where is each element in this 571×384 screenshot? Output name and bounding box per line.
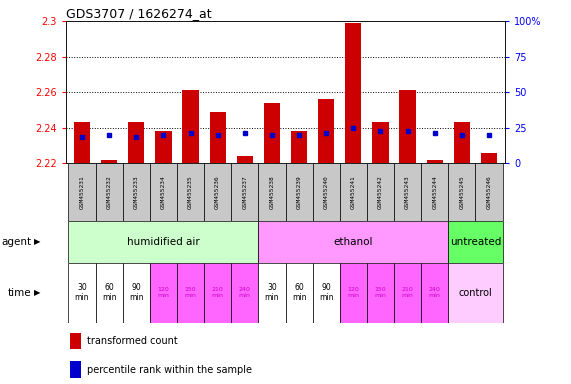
- Bar: [286, 163, 313, 221]
- Text: 210
min: 210 min: [401, 287, 413, 298]
- Text: untreated: untreated: [450, 237, 501, 247]
- Text: GSM455240: GSM455240: [324, 175, 329, 209]
- Bar: [427, 160, 443, 163]
- Text: GSM455246: GSM455246: [486, 175, 492, 209]
- Bar: [69, 263, 95, 323]
- Text: GSM455231: GSM455231: [79, 175, 85, 209]
- Bar: [318, 99, 335, 163]
- Bar: [177, 263, 204, 323]
- Bar: [345, 23, 361, 163]
- Text: time: time: [8, 288, 31, 298]
- Bar: [258, 163, 286, 221]
- Text: 30
min: 30 min: [265, 283, 279, 303]
- Bar: [454, 122, 470, 163]
- Bar: [367, 263, 394, 323]
- Text: percentile rank within the sample: percentile rank within the sample: [87, 365, 252, 375]
- Text: GSM455243: GSM455243: [405, 175, 410, 209]
- Bar: [291, 131, 307, 163]
- Bar: [394, 163, 421, 221]
- Bar: [258, 263, 286, 323]
- Bar: [448, 163, 476, 221]
- Bar: [123, 163, 150, 221]
- Text: GSM455232: GSM455232: [107, 175, 111, 209]
- Bar: [74, 122, 90, 163]
- Text: 90
min: 90 min: [129, 283, 143, 303]
- Bar: [155, 131, 171, 163]
- Bar: [400, 90, 416, 163]
- Bar: [367, 163, 394, 221]
- Bar: [95, 263, 123, 323]
- Text: GSM455239: GSM455239: [296, 175, 301, 209]
- Text: 60
min: 60 min: [102, 283, 116, 303]
- Bar: [150, 163, 177, 221]
- Bar: [340, 163, 367, 221]
- Bar: [313, 263, 340, 323]
- Text: GDS3707 / 1626274_at: GDS3707 / 1626274_at: [66, 7, 211, 20]
- Bar: [340, 263, 367, 323]
- Bar: [231, 263, 258, 323]
- Bar: [264, 103, 280, 163]
- Bar: [313, 163, 340, 221]
- Bar: [69, 163, 95, 221]
- Bar: [236, 156, 253, 163]
- Bar: [70, 361, 81, 378]
- Text: GSM455236: GSM455236: [215, 175, 220, 209]
- Bar: [476, 163, 502, 221]
- Bar: [448, 221, 502, 263]
- Bar: [421, 263, 448, 323]
- Text: control: control: [459, 288, 492, 298]
- Text: GSM455235: GSM455235: [188, 175, 193, 209]
- Text: GSM455244: GSM455244: [432, 175, 437, 209]
- Bar: [69, 221, 258, 263]
- Text: 240
min: 240 min: [429, 287, 441, 298]
- Bar: [372, 122, 389, 163]
- Text: ▶: ▶: [34, 288, 41, 297]
- Bar: [101, 160, 117, 163]
- Text: agent: agent: [1, 237, 31, 247]
- Bar: [210, 112, 226, 163]
- Bar: [177, 163, 204, 221]
- Text: GSM455245: GSM455245: [460, 175, 464, 209]
- Text: 210
min: 210 min: [212, 287, 224, 298]
- Bar: [150, 263, 177, 323]
- Text: 120
min: 120 min: [158, 287, 170, 298]
- Bar: [70, 333, 81, 349]
- Text: GSM455234: GSM455234: [161, 175, 166, 209]
- Text: transformed count: transformed count: [87, 336, 178, 346]
- Text: ▶: ▶: [34, 237, 41, 247]
- Bar: [448, 263, 502, 323]
- Bar: [128, 122, 144, 163]
- Bar: [258, 221, 448, 263]
- Bar: [204, 263, 231, 323]
- Text: 30
min: 30 min: [75, 283, 89, 303]
- Text: 150
min: 150 min: [184, 287, 196, 298]
- Text: GSM455241: GSM455241: [351, 175, 356, 209]
- Text: humidified air: humidified air: [127, 237, 200, 247]
- Text: ethanol: ethanol: [333, 237, 373, 247]
- Bar: [286, 263, 313, 323]
- Text: GSM455233: GSM455233: [134, 175, 139, 209]
- Bar: [231, 163, 258, 221]
- Text: 240
min: 240 min: [239, 287, 251, 298]
- Text: 60
min: 60 min: [292, 283, 306, 303]
- Text: 90
min: 90 min: [319, 283, 333, 303]
- Text: GSM455237: GSM455237: [242, 175, 247, 209]
- Bar: [204, 163, 231, 221]
- Text: GSM455238: GSM455238: [270, 175, 275, 209]
- Bar: [421, 163, 448, 221]
- Text: 120
min: 120 min: [347, 287, 359, 298]
- Bar: [123, 263, 150, 323]
- Bar: [481, 152, 497, 163]
- Text: GSM455242: GSM455242: [378, 175, 383, 209]
- Bar: [182, 90, 199, 163]
- Text: 150
min: 150 min: [375, 287, 387, 298]
- Bar: [95, 163, 123, 221]
- Bar: [394, 263, 421, 323]
